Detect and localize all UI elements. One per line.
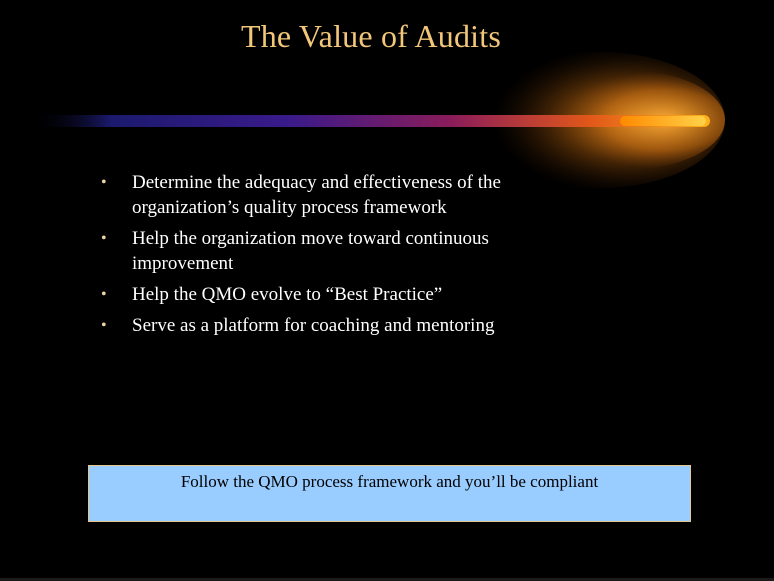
list-item: • Determine the adequacy and effectivene… bbox=[98, 170, 568, 220]
bottom-edge-divider bbox=[0, 578, 774, 581]
bullet-text: Help the QMO evolve to “Best Practice” bbox=[132, 284, 443, 305]
bullet-text: Help the organization move toward contin… bbox=[132, 228, 489, 274]
bullet-text: Serve as a platform for coaching and men… bbox=[132, 315, 495, 336]
comet-inner-glow bbox=[525, 70, 725, 170]
list-item: • Help the QMO evolve to “Best Practice” bbox=[98, 282, 568, 307]
slide-title: The Value of Audits bbox=[240, 18, 502, 54]
bullet-icon: • bbox=[101, 230, 107, 247]
bullet-text: Determine the adequacy and effectiveness… bbox=[132, 172, 501, 218]
callout-text: Follow the QMO process framework and you… bbox=[180, 472, 599, 491]
list-item: • Serve as a platform for coaching and m… bbox=[98, 313, 568, 338]
bullet-icon: • bbox=[101, 286, 107, 303]
bullet-icon: • bbox=[101, 174, 107, 191]
comet-head bbox=[620, 116, 706, 126]
bullet-list: • Determine the adequacy and effectivene… bbox=[98, 170, 568, 344]
list-item: • Help the organization move toward cont… bbox=[98, 226, 568, 276]
comet-outer-glow bbox=[475, 52, 725, 188]
bullet-icon: • bbox=[101, 317, 107, 334]
comet-tail bbox=[30, 115, 710, 127]
callout-box: Follow the QMO process framework and you… bbox=[88, 465, 691, 522]
